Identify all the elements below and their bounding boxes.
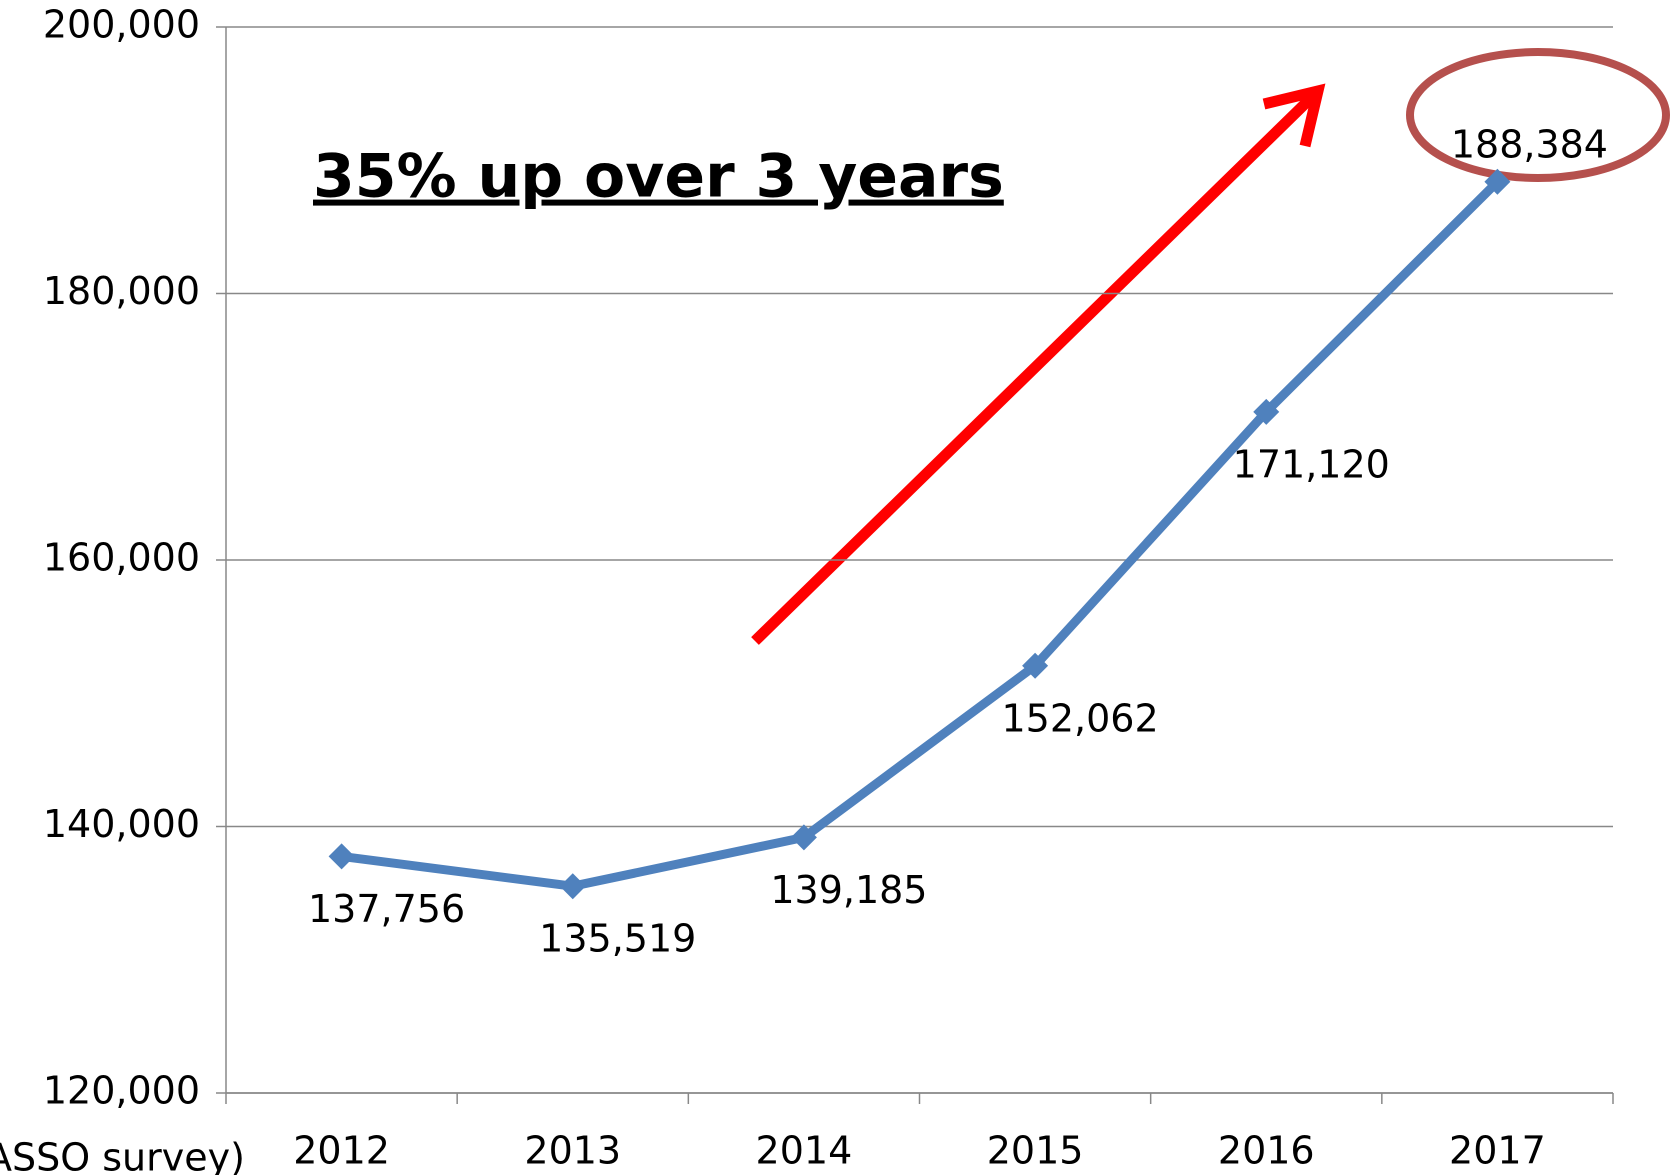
x-tick-label: 2015 bbox=[987, 1129, 1084, 1173]
data-label: 171,120 bbox=[1233, 442, 1390, 486]
data-point bbox=[1484, 168, 1511, 195]
data-point bbox=[559, 873, 586, 900]
data-label: 135,519 bbox=[539, 917, 696, 961]
y-tick-label: 160,000 bbox=[43, 536, 200, 580]
trend-arrow bbox=[751, 83, 1326, 645]
y-tick-label: 140,000 bbox=[43, 802, 200, 846]
data-point bbox=[328, 843, 355, 870]
data-point bbox=[790, 824, 817, 851]
data-point bbox=[1253, 398, 1280, 425]
y-tick-label: 180,000 bbox=[43, 269, 200, 313]
annotation: 35% up over 3 years bbox=[313, 142, 1004, 212]
x-tick-label: 2012 bbox=[293, 1129, 390, 1173]
source-note: ASSO survey) bbox=[0, 1136, 245, 1175]
x-tick-label: 2016 bbox=[1218, 1129, 1315, 1173]
y-tick-label: 200,000 bbox=[43, 3, 200, 47]
data-label: 139,185 bbox=[770, 868, 927, 912]
x-tick-label: 2017 bbox=[1449, 1129, 1546, 1173]
x-tick-label: 2013 bbox=[524, 1129, 621, 1173]
series-line bbox=[341, 178, 1501, 891]
data-label: 188,384 bbox=[1451, 122, 1608, 166]
highlight-ellipse bbox=[1406, 48, 1670, 182]
y-tick-label: 120,000 bbox=[43, 1069, 200, 1113]
data-label: 137,756 bbox=[308, 887, 465, 931]
data-label: 152,062 bbox=[1002, 696, 1159, 740]
data-point bbox=[1022, 652, 1049, 679]
x-tick-label: 2014 bbox=[756, 1129, 853, 1173]
